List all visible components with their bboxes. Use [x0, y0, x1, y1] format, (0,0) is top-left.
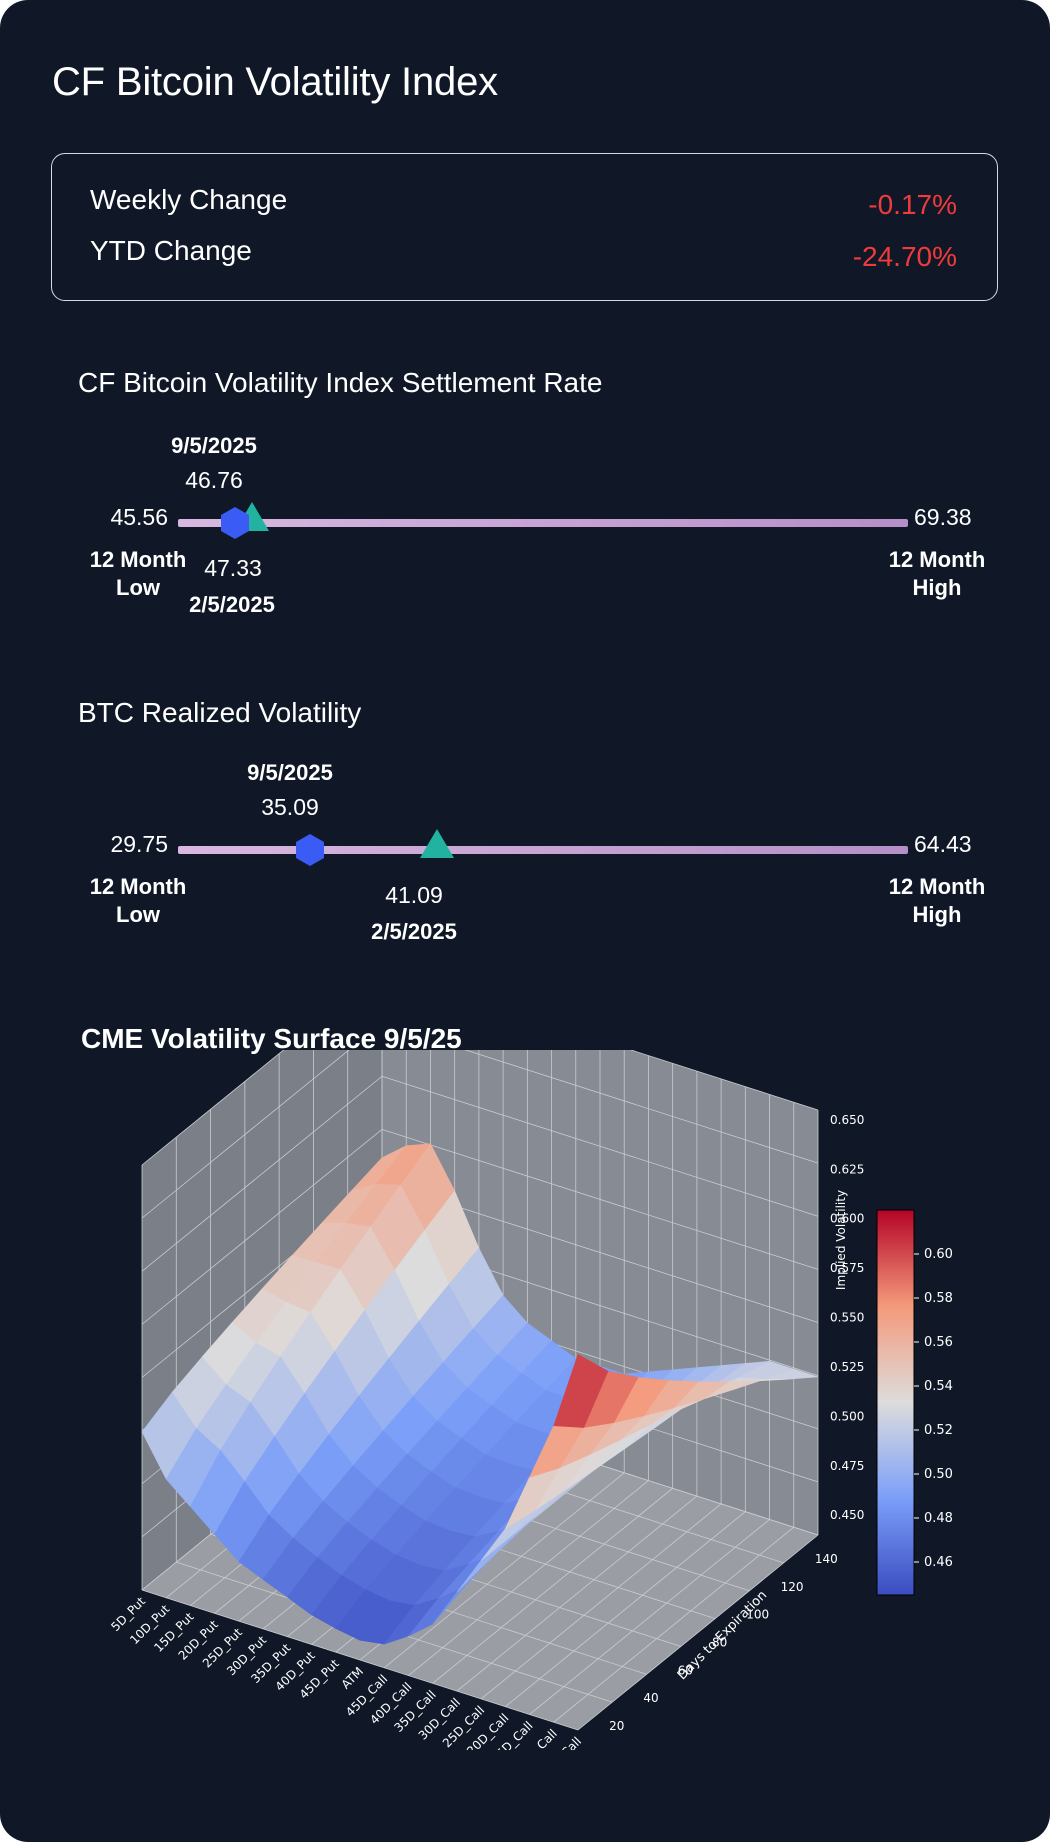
z-tick-label: 0.550 — [830, 1311, 864, 1325]
z-tick-label: 0.650 — [830, 1113, 864, 1127]
colorbar — [876, 1209, 915, 1596]
days-tick-label: 80 — [712, 1636, 727, 1650]
settlement-high-label: 12 Month High — [889, 546, 986, 602]
floor-grid-line — [408, 1480, 649, 1676]
days-tick-label: 100 — [746, 1608, 769, 1622]
realized-high-label-line1: 12 Month — [888, 874, 986, 899]
left-grid-line — [141, 1050, 285, 1166]
colorbar-tick-label: 0.46 — [924, 1555, 953, 1570]
days-tick-label: 120 — [781, 1580, 804, 1594]
settlement-low-label-line1: 12 Month — [89, 547, 187, 572]
weekly-change-value: -0.17% — [868, 189, 957, 220]
floor-grid-line — [577, 1534, 819, 1731]
colorbar-tick-label: 0.60 — [924, 1247, 953, 1262]
realized-low-label-line1: 12 Month — [89, 874, 187, 899]
settlement-current-value: 46.76 — [185, 467, 243, 493]
z-tick-label: 0.500 — [830, 1409, 864, 1423]
colorbar-tick-label: 0.58 — [924, 1291, 953, 1306]
floor-grid-line — [505, 1511, 746, 1707]
settlement-range: 9/5/2025 46.76 45.56 69.38 12 Month Low … — [0, 433, 1050, 719]
realized-low-label: 12 Month Low — [90, 873, 187, 929]
colorbar-tick-label: 0.54 — [924, 1379, 953, 1394]
settlement-prior-value: 47.33 — [204, 555, 262, 581]
days-tick-label: 140 — [815, 1552, 838, 1566]
weekly-change-label: Weekly Change — [90, 184, 288, 215]
floor-grid-line — [553, 1526, 795, 1723]
left-grid-line — [141, 1050, 350, 1219]
floor-grid-line — [456, 1495, 698, 1692]
colorbar-tick-label: 0.56 — [924, 1335, 953, 1350]
realized-current-date: 9/5/2025 — [247, 760, 333, 785]
realized-high-label: 12 Month High — [889, 873, 986, 929]
floor-grid-line — [432, 1488, 673, 1684]
realized-prior-date: 2/5/2025 — [371, 919, 457, 944]
floor-grid-line — [529, 1519, 770, 1715]
settlement-high-label-line2: High — [912, 575, 962, 600]
settlement-current-marker — [220, 507, 249, 539]
z-tick-label: 0.450 — [830, 1508, 864, 1522]
realized-current-value: 35.09 — [261, 794, 319, 820]
colorbar-ticks: 0.46 0.48 0.50 0.52 0.54 0.56 0.58 0.60 — [914, 1247, 953, 1570]
colorbar-tick-label: 0.48 — [924, 1511, 953, 1526]
back-grid-line — [464, 1050, 819, 1164]
page-title: CF Bitcoin Volatility Index — [52, 60, 498, 104]
z-tick-label: 0.625 — [830, 1162, 864, 1176]
realized-current-marker — [296, 834, 325, 866]
back-grid-line — [381, 1128, 819, 1270]
ytd-change-value: -24.70% — [852, 241, 957, 272]
floor-grid-line — [480, 1503, 722, 1700]
realized-low-value: 29.75 — [110, 831, 168, 857]
back-grid-line — [381, 1075, 819, 1217]
volatility-surface-chart: 5D_Put10D_Put15D_Put20D_Put25D_Put30D_Pu… — [108, 1050, 953, 1750]
settlement-range-bar — [178, 519, 908, 527]
realized-high-label-line2: High — [912, 902, 962, 927]
change-summary-box: Weekly Change -0.17% YTD Change -24.70% — [51, 153, 998, 301]
floor-grid-line — [383, 1472, 625, 1669]
settlement-high-value: 69.38 — [914, 504, 972, 530]
surface-title: CME Volatility Surface 9/5/25 — [81, 1023, 462, 1054]
realized-prior-value: 41.09 — [385, 882, 443, 908]
left-grid-line — [141, 1075, 383, 1272]
back-grid-line — [629, 1050, 819, 1111]
realized-low-label-line2: Low — [116, 902, 160, 927]
realized-title: BTC Realized Volatility — [78, 697, 362, 728]
days-tick-label: 60 — [678, 1663, 693, 1677]
settlement-prior-date: 2/5/2025 — [189, 592, 275, 617]
days-tick-label: 20 — [609, 1719, 624, 1733]
z-tick-label: 0.600 — [830, 1212, 864, 1226]
colorbar-tick-label: 0.50 — [924, 1467, 953, 1482]
realized-range-bar — [178, 846, 908, 854]
settlement-high-label-line1: 12 Month — [888, 547, 986, 572]
surface — [141, 1143, 819, 1645]
days-tick-label: 40 — [643, 1691, 658, 1705]
realized-prior-marker — [419, 829, 454, 858]
left-grid-line — [141, 1129, 383, 1325]
colorbar-tick-label: 0.52 — [924, 1423, 953, 1438]
z-axis-label: Implied Volatility — [834, 1190, 848, 1290]
realized-high-value: 64.43 — [914, 831, 972, 857]
settlement-low-label: 12 Month Low — [90, 546, 187, 602]
floor-grid-line — [141, 1589, 579, 1731]
settlement-low-value: 45.56 — [110, 504, 168, 530]
z-tick-label: 0.525 — [830, 1360, 864, 1374]
surface-patch — [553, 1353, 609, 1428]
settlement-low-label-line2: Low — [116, 575, 160, 600]
realized-range: 9/5/2025 35.09 29.75 64.43 12 Month Low … — [0, 760, 1050, 1046]
z-tick-label: 0.475 — [830, 1459, 864, 1473]
z-tick-label: 0.575 — [830, 1261, 864, 1275]
ytd-change-label: YTD Change — [90, 235, 252, 266]
settlement-current-date: 9/5/2025 — [171, 433, 257, 458]
settlement-title: CF Bitcoin Volatility Index Settlement R… — [78, 367, 603, 398]
